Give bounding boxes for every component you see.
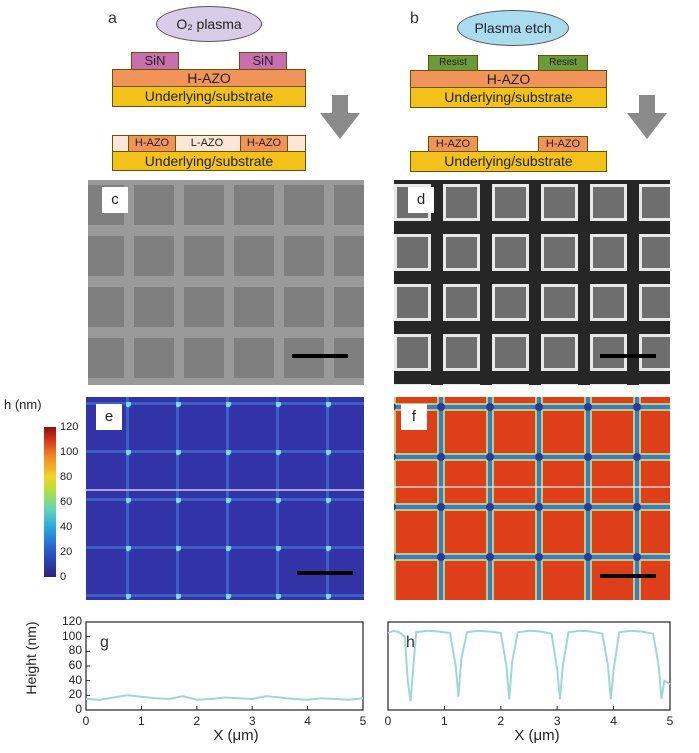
scale-bar-c — [292, 354, 348, 358]
plasma-label-a: O₂ plasma — [176, 16, 242, 32]
colorbar-tick-label: 60 — [60, 496, 73, 508]
colorbar-tick-label: 120 — [60, 421, 79, 433]
colorbar-tick-label: 0 — [60, 571, 67, 583]
result-lazo-a: L-AZO — [190, 137, 224, 149]
film-layer-b: H-AZO — [410, 70, 607, 88]
x-tick-label: 3 — [248, 714, 256, 728]
resist-mask-left: Resist — [428, 55, 478, 71]
arrow-down-icon-b — [627, 95, 667, 145]
x-tick-label: 5 — [666, 714, 674, 728]
colorbar-tick-label: 100 — [60, 446, 79, 458]
profile-line-g — [85, 694, 364, 701]
plot-frame-h — [387, 621, 671, 711]
y-tick-label: 100 — [61, 628, 82, 643]
x-tick-label: 1 — [441, 714, 448, 728]
result-substrate-b: Underlying/substrate — [410, 151, 607, 172]
x-tick-label: 4 — [610, 714, 617, 728]
profile-chart-h — [387, 621, 671, 711]
result-substrate-a: Underlying/substrate — [112, 151, 306, 171]
colorbar-tick-label: 40 — [60, 521, 73, 533]
x-axis-label-h: X (μm) — [514, 727, 560, 744]
profile-line-h — [387, 629, 671, 702]
x-tick-label: 4 — [304, 714, 311, 728]
panel-label-h: h — [406, 634, 415, 651]
y-axis-label-g: Height (nm) — [23, 621, 39, 695]
sin-mask-right: SiN — [239, 52, 287, 70]
y-tick-label: 80 — [68, 643, 82, 658]
colorbar-title: h (nm) — [4, 397, 42, 412]
substrate-layer-a: Underlying/substrate — [112, 86, 306, 107]
sem-image-c — [88, 180, 364, 385]
arrow-down-icon-a — [320, 95, 360, 145]
y-tick-label: 120 — [61, 614, 82, 628]
y-tick-label: 20 — [68, 687, 82, 702]
result-hazo-left-b: H-AZO — [428, 136, 478, 152]
scale-bar-d — [600, 354, 656, 358]
panel-label-f: f — [401, 404, 427, 430]
x-tick-label: 1 — [138, 714, 145, 728]
y-tick-label: 60 — [68, 658, 82, 672]
y-tick-label: 0 — [75, 702, 82, 716]
panel-label-e: e — [96, 404, 122, 430]
film-layer-a: H-AZO — [112, 69, 306, 87]
plasma-ellipse-b: Plasma etch — [457, 10, 569, 46]
y-tick-label: 40 — [68, 672, 82, 687]
x-tick-label: 3 — [553, 714, 561, 728]
scale-bar-e — [297, 571, 353, 575]
x-tick-label: 5 — [359, 714, 367, 728]
x-tick-label: 2 — [193, 714, 201, 728]
profile-chart-g — [85, 621, 364, 711]
panel-label-d: d — [408, 187, 434, 213]
panel-label-c: c — [102, 187, 128, 213]
panel-label-a: a — [108, 10, 117, 27]
colorbar — [44, 427, 56, 577]
panel-label-g: g — [100, 634, 109, 651]
plasma-ellipse-a: O₂ plasma — [156, 6, 262, 42]
colorbar-tick-label: 20 — [60, 546, 73, 558]
sin-mask-left: SiN — [131, 52, 179, 70]
afm-map-e — [86, 397, 364, 600]
x-tick-label: 0 — [384, 714, 392, 728]
panel-label-b: b — [410, 10, 419, 27]
scale-bar-f — [600, 574, 656, 578]
plasma-label-b: Plasma etch — [474, 20, 552, 36]
result-hazo-left-a: H-AZO — [128, 135, 176, 152]
sem-image-d — [394, 180, 670, 385]
colorbar-tick-label: 80 — [60, 471, 73, 483]
afm-map-f — [394, 397, 670, 600]
x-tick-label: 0 — [82, 714, 90, 728]
x-tick-label: 2 — [497, 714, 505, 728]
result-hazo-right-b: H-AZO — [538, 136, 588, 152]
substrate-layer-b: Underlying/substrate — [410, 87, 607, 108]
result-hazo-right-a: H-AZO — [240, 135, 288, 152]
x-axis-label-g: X (μm) — [213, 727, 259, 744]
resist-mask-right: Resist — [538, 55, 588, 71]
